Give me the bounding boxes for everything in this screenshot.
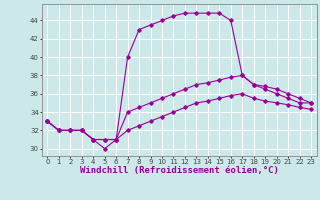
- X-axis label: Windchill (Refroidissement éolien,°C): Windchill (Refroidissement éolien,°C): [80, 166, 279, 175]
